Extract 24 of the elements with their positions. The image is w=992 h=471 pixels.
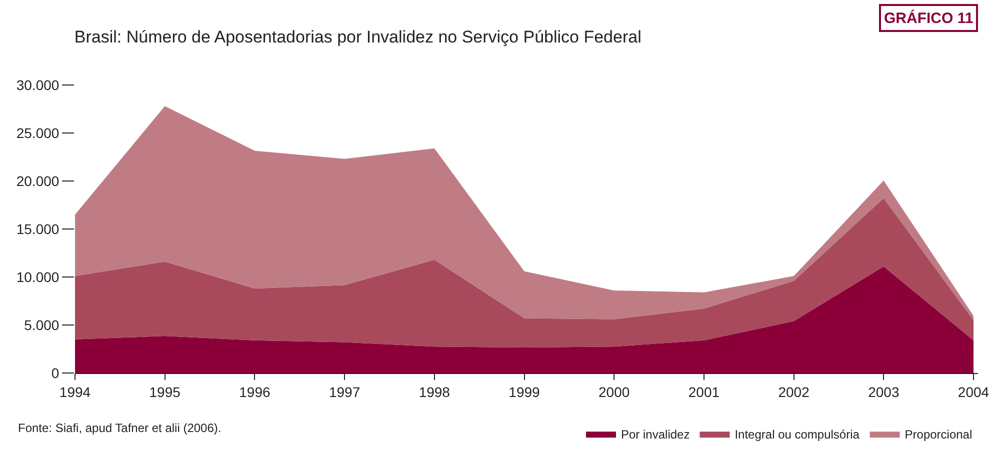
x-tick-label: 1997: [328, 384, 360, 400]
legend-label: Por invalidez: [621, 427, 690, 442]
y-tick-label: 5.000: [24, 316, 60, 333]
chart-title: Brasil: Número de Aposentadorias por Invalidez no Serviço Público Federal: [74, 28, 642, 47]
y-tick-label: 30.000: [16, 76, 60, 93]
y-tick-label: 20.000: [16, 172, 60, 189]
x-tick-label: 1998: [418, 384, 450, 400]
x-tick-label: 2000: [598, 384, 630, 400]
y-tick-label: 25.000: [16, 124, 60, 141]
x-tick-label: 2004: [958, 384, 990, 400]
y-tick-label: 10.000: [16, 268, 60, 285]
x-tick-label: 2001: [688, 384, 720, 400]
y-tick-label: 0: [51, 364, 60, 381]
legend-label: Integral ou compulsória: [734, 427, 860, 442]
x-tick-label: 1994: [59, 384, 91, 400]
x-tick-label: 1995: [149, 384, 181, 400]
x-tick-label: 1996: [239, 384, 270, 400]
y-tick-label: 15.000: [16, 220, 60, 237]
source-note: Fonte: Siafi, apud Tafner et alii (2006).: [18, 421, 222, 435]
x-tick-label: 2002: [778, 384, 810, 400]
x-tick-label: 1999: [508, 384, 540, 400]
text: GRÁFICO 11: [884, 9, 974, 27]
x-tick-label: 2003: [868, 384, 900, 400]
legend-label: Proporcional: [904, 427, 972, 442]
